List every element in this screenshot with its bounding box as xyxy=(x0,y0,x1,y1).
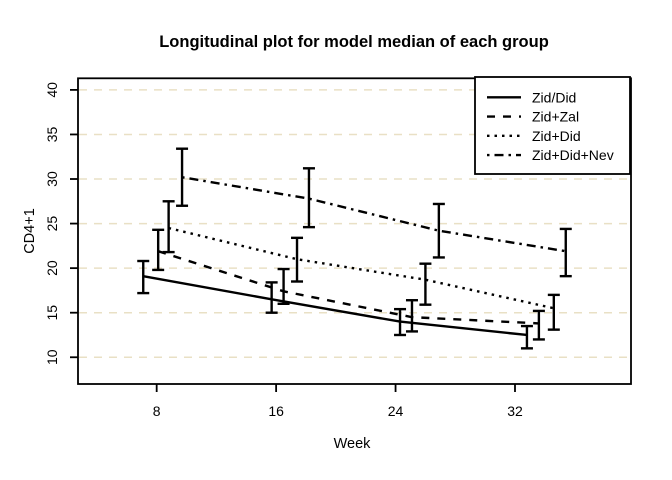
error-bar xyxy=(152,228,165,272)
error-bar xyxy=(432,202,445,259)
legend-item-zid-did-nev: Zid+Did+Nev xyxy=(487,147,614,163)
y-tick-label: 40 xyxy=(44,82,60,98)
x-tick-label: 32 xyxy=(507,403,523,419)
series-line-zid-did xyxy=(143,274,528,337)
series-zid-did xyxy=(162,200,560,331)
error-bar xyxy=(559,227,572,278)
y-tick-label: 20 xyxy=(44,260,60,276)
chart-layer: 8 16 24 32 10 15 20 25 30 35 40 Zid/Did Zid+Zal Zid+D… xyxy=(44,76,632,419)
legend-item-zid-did: Zid+Did xyxy=(487,128,581,144)
legend-label: Zid+Did+Nev xyxy=(532,147,614,163)
legend: Zid/Did Zid+Zal Zid+Did Zid+Did+Nev xyxy=(474,76,631,175)
error-bar xyxy=(162,200,175,254)
legend-label: Zid+Zal xyxy=(532,109,579,125)
series-zid-did-nev xyxy=(176,147,572,278)
y-tick-label: 25 xyxy=(44,216,60,232)
chart-title: Longitudinal plot for model median of ea… xyxy=(159,33,549,51)
x-tick-label: 24 xyxy=(388,403,404,419)
series-line-zid-zal xyxy=(157,250,539,325)
legend-label: Zid/Did xyxy=(532,89,576,105)
error-bar xyxy=(405,299,418,333)
x-axis-label: Week xyxy=(334,436,372,452)
y-axis-label: CD4+1 xyxy=(22,208,38,254)
y-tick-label: 10 xyxy=(44,349,60,365)
error-bar xyxy=(277,267,290,305)
error-bar xyxy=(291,236,304,283)
plot-box xyxy=(77,77,632,385)
y-tick-label: 30 xyxy=(44,171,60,187)
x-tick-label: 16 xyxy=(268,403,284,419)
y-tick-label: 15 xyxy=(44,305,60,321)
legend-box xyxy=(474,76,631,175)
error-bar xyxy=(547,293,560,331)
series-line-zid-did-nev xyxy=(181,176,566,253)
error-bar xyxy=(419,262,432,306)
error-bar xyxy=(532,309,545,341)
legend-item-zid-zal: Zid+Zal xyxy=(487,109,579,125)
legend-label: Zid+Did xyxy=(532,128,581,144)
series-zid-did xyxy=(137,259,533,350)
series-line-zid-did xyxy=(168,226,555,310)
y-tick-label: 35 xyxy=(44,126,60,142)
series-zid-zal xyxy=(152,228,545,341)
x-tick-label: 8 xyxy=(153,403,161,419)
error-bar xyxy=(302,167,315,229)
error-bar xyxy=(520,324,533,350)
legend-item-zid-did: Zid/Did xyxy=(487,89,576,105)
